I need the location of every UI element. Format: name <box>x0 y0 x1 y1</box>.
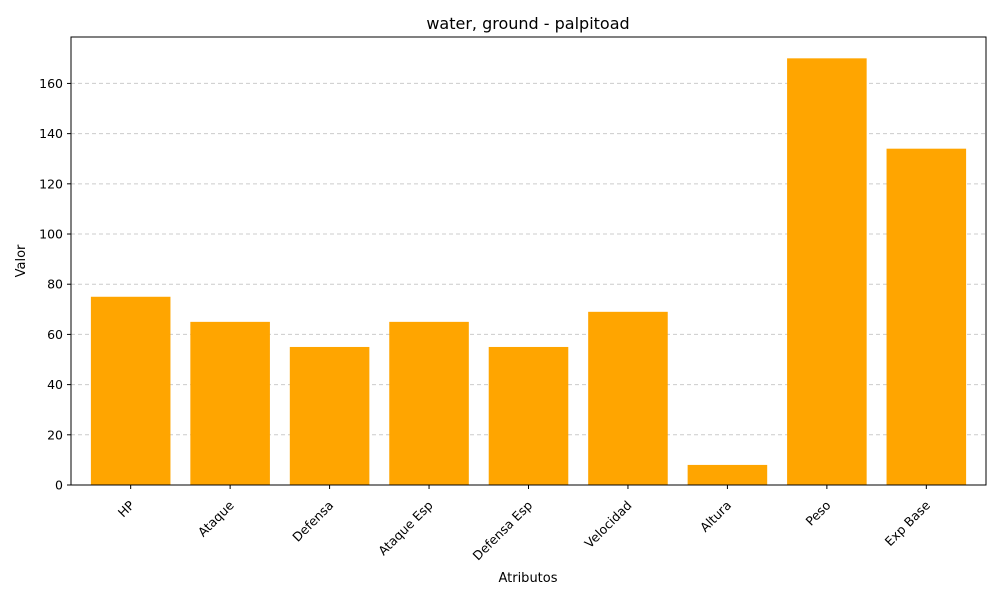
bar <box>588 311 668 485</box>
y-tick-label: 20 <box>47 427 63 442</box>
y-tick-label: 80 <box>47 277 63 292</box>
x-tick-label: Peso <box>802 498 833 529</box>
x-tick-label: Ataque <box>195 497 237 539</box>
bar <box>787 58 867 485</box>
x-tick-label: HP <box>115 497 138 520</box>
y-tick-label: 140 <box>39 126 63 141</box>
y-tick-label: 160 <box>39 76 63 91</box>
bar <box>190 321 270 485</box>
x-tick-label: Exp Base <box>882 497 934 549</box>
x-tick-label: Defensa <box>289 498 336 545</box>
y-tick-label: 0 <box>55 478 63 493</box>
x-tick-label: Ataque Esp <box>375 498 436 559</box>
x-tick-label: Velocidad <box>581 498 634 551</box>
y-axis-ticks: 0 20 40 60 80 100 120 140 160 <box>39 76 71 493</box>
bar <box>389 321 469 485</box>
y-tick-label: 60 <box>47 327 63 342</box>
x-tick-label: Altura <box>697 498 734 535</box>
bars <box>90 58 967 485</box>
bar <box>90 296 171 485</box>
chart-title: water, ground - palpitoad <box>426 14 629 33</box>
y-tick-label: 40 <box>47 377 63 392</box>
x-axis-ticks: HP Ataque Defensa Ataque Esp Defensa Esp Velo… <box>115 485 933 563</box>
x-tick-label: Defensa Esp <box>470 498 536 564</box>
bar <box>886 148 967 485</box>
x-axis-label: Atributos <box>498 571 557 586</box>
y-axis-label: Valor <box>14 244 29 277</box>
y-tick-label: 120 <box>39 176 63 191</box>
bar <box>488 346 569 485</box>
bar <box>289 346 370 485</box>
y-tick-label: 100 <box>39 227 63 242</box>
bar <box>687 464 768 485</box>
